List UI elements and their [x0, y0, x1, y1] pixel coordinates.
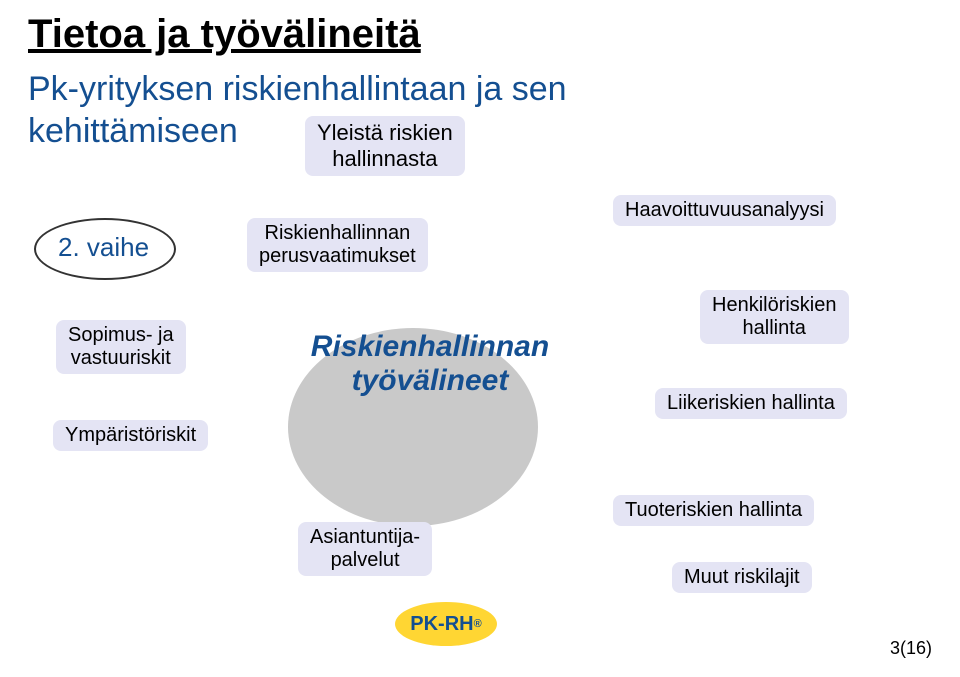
pill-sopimus-vastuu-l1: Sopimus- ja — [68, 324, 174, 347]
pill-muut-l1: Muut riskilajit — [684, 566, 800, 589]
pill-center-top-l1: Yleistä riskien — [317, 120, 453, 146]
pkrh-logo: PK-RH® — [395, 602, 497, 646]
pill-tuoteriskit: Tuoteriskien hallinta — [613, 495, 814, 526]
pill-liikeriskit: Liikeriskien hallinta — [655, 388, 847, 419]
pkrh-logo-sup: ® — [474, 618, 482, 630]
pill-ymparisto-l1: Ympäristöriskit — [65, 424, 196, 447]
page-title: Tietoa ja työvälineitä — [28, 12, 421, 57]
pill-ymparisto: Ympäristöriskit — [53, 420, 208, 451]
pill-asiantuntija-l2: palvelut — [310, 549, 420, 572]
pill-liikeriskit-l1: Liikeriskien hallinta — [667, 392, 835, 415]
subtitle-line1: Pk-yrityksen riskienhallintaan ja sen — [28, 70, 567, 109]
pill-henkiloriskit-l1: Henkilöriskien — [712, 294, 837, 317]
pill-riskhall-perus: Riskienhallinnan perusvaatimukset — [247, 218, 428, 272]
center-label: Riskienhallinnan työvälineet — [290, 330, 570, 398]
pill-sopimus-vastuu: Sopimus- ja vastuuriskit — [56, 320, 186, 374]
pill-center-top-l2: hallinnasta — [317, 146, 453, 172]
pill-sopimus-vastuu-l2: vastuuriskit — [68, 347, 174, 370]
pill-asiantuntija-l1: Asiantuntija- — [310, 526, 420, 549]
pill-riskhall-perus-l1: Riskienhallinnan — [259, 222, 416, 245]
phase-label: 2. vaihe — [58, 232, 149, 263]
page-count: 3(16) — [890, 638, 932, 659]
pill-henkiloriskit: Henkilöriskien hallinta — [700, 290, 849, 344]
pill-asiantuntija: Asiantuntija- palvelut — [298, 522, 432, 576]
pkrh-logo-text: PK-RH — [410, 613, 473, 636]
center-label-l1: Riskienhallinnan — [290, 330, 570, 364]
pill-henkiloriskit-l2: hallinta — [712, 317, 837, 340]
pill-tuoteriskit-l1: Tuoteriskien hallinta — [625, 499, 802, 522]
subtitle-line2: kehittämiseen — [28, 112, 238, 151]
pill-muut: Muut riskilajit — [672, 562, 812, 593]
pill-riskhall-perus-l2: perusvaatimukset — [259, 245, 416, 268]
pill-center-top: Yleistä riskien hallinnasta — [305, 116, 465, 176]
pill-haavoittuvuus: Haavoittuvuusanalyysi — [613, 195, 836, 226]
pill-haavoittuvuus-l1: Haavoittuvuusanalyysi — [625, 199, 824, 222]
center-label-l2: työvälineet — [290, 364, 570, 398]
